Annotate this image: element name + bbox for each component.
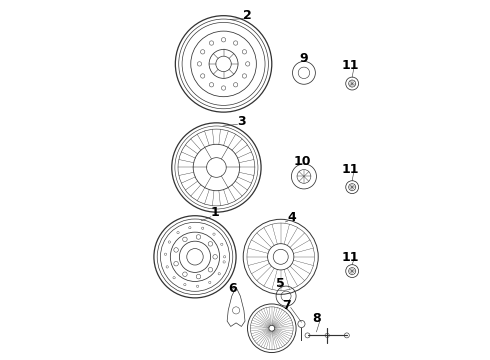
Text: 9: 9 (299, 52, 308, 65)
Text: 11: 11 (342, 163, 359, 176)
Text: 11: 11 (342, 251, 359, 264)
Text: 8: 8 (312, 312, 321, 325)
Text: 10: 10 (294, 155, 311, 168)
Text: 2: 2 (244, 9, 252, 22)
Text: 7: 7 (282, 299, 291, 312)
Text: 3: 3 (237, 114, 246, 127)
Text: 6: 6 (228, 283, 237, 296)
Text: 5: 5 (276, 277, 285, 290)
Text: 1: 1 (210, 206, 219, 219)
Text: 4: 4 (287, 211, 296, 224)
Text: 11: 11 (342, 59, 359, 72)
